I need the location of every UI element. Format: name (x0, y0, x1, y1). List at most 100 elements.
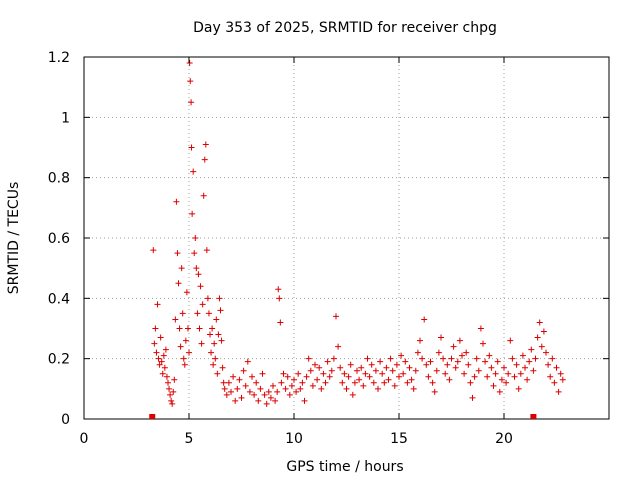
data-point (228, 388, 234, 395)
data-point (406, 364, 413, 371)
data-point (534, 334, 541, 341)
data-point (501, 364, 507, 371)
data-point (333, 313, 339, 320)
data-point (559, 376, 566, 383)
y-axis-label: SRMTID / TECUs (6, 182, 22, 295)
data-point (450, 343, 457, 350)
data-point (165, 379, 171, 386)
data-point (193, 265, 200, 272)
data-point (368, 361, 375, 368)
data-point (261, 391, 268, 398)
data-point (249, 373, 255, 380)
data-point (284, 373, 291, 380)
data-point (160, 352, 167, 359)
data-point (169, 400, 176, 407)
y-tick-label: 1.2 (48, 50, 70, 66)
data-point (265, 388, 272, 395)
y-tick-label: 1 (61, 110, 70, 126)
data-point (211, 340, 218, 347)
data-point (301, 397, 308, 404)
data-point (398, 352, 405, 359)
data-point (202, 141, 209, 148)
data-point (433, 367, 440, 374)
data-point (212, 355, 219, 362)
data-point (469, 394, 476, 401)
data-point (230, 373, 237, 380)
data-point (404, 379, 411, 386)
span-marker (149, 414, 156, 419)
data-point (196, 325, 203, 332)
data-point (452, 364, 459, 371)
data-point (322, 379, 329, 386)
data-point (511, 373, 518, 380)
data-point (176, 325, 183, 332)
data-point (551, 379, 558, 386)
data-point (431, 388, 438, 395)
data-point (505, 370, 512, 377)
data-point (362, 370, 369, 377)
data-point (385, 376, 392, 383)
data-point (429, 379, 436, 386)
data-points (150, 60, 566, 407)
data-point (216, 295, 223, 302)
data-point (349, 391, 356, 398)
data-point (217, 307, 224, 314)
data-point (246, 388, 253, 395)
data-point (225, 379, 232, 386)
data-point (221, 385, 228, 392)
x-tick-label: 10 (285, 431, 303, 447)
data-point (158, 358, 165, 365)
data-point (492, 370, 499, 377)
data-point (414, 349, 421, 356)
data-point (400, 370, 407, 377)
data-point (364, 355, 371, 362)
data-point (389, 367, 396, 374)
data-point (180, 355, 187, 362)
data-point (375, 385, 381, 392)
data-point (198, 340, 205, 347)
data-point (175, 280, 182, 287)
data-point (393, 361, 400, 368)
data-point (410, 385, 417, 392)
data-point (370, 379, 377, 386)
data-point (490, 382, 497, 389)
data-point (543, 349, 549, 356)
data-point (291, 376, 297, 383)
data-point (305, 355, 312, 362)
data-point (337, 364, 344, 371)
data-point (154, 301, 161, 308)
data-point (207, 331, 213, 338)
data-point (307, 367, 314, 374)
data-point (513, 361, 520, 368)
y-tick-label: 0 (61, 412, 70, 428)
data-point (253, 379, 260, 386)
data-point (267, 394, 274, 401)
data-point (486, 352, 493, 359)
data-point (557, 370, 564, 377)
data-point (444, 361, 451, 368)
data-point (255, 397, 262, 404)
data-point (494, 358, 501, 365)
y-tick-label: 0.4 (48, 291, 70, 307)
data-point (442, 370, 449, 377)
y-tick-label: 0.8 (48, 171, 70, 187)
data-point (316, 364, 323, 371)
data-point (524, 376, 531, 383)
chart-title: Day 353 of 2025, SRMTID for receiver chp… (193, 20, 497, 36)
data-point (526, 358, 533, 365)
data-point (303, 373, 310, 380)
data-point (209, 325, 216, 332)
data-point (425, 373, 432, 380)
data-point (197, 283, 204, 290)
data-point (181, 361, 188, 368)
data-point (187, 78, 194, 85)
data-point (488, 364, 495, 371)
data-point (155, 355, 162, 362)
data-point (168, 397, 175, 404)
data-point (203, 247, 210, 254)
data-point (188, 99, 195, 106)
data-point (257, 385, 264, 392)
data-point (263, 400, 270, 407)
